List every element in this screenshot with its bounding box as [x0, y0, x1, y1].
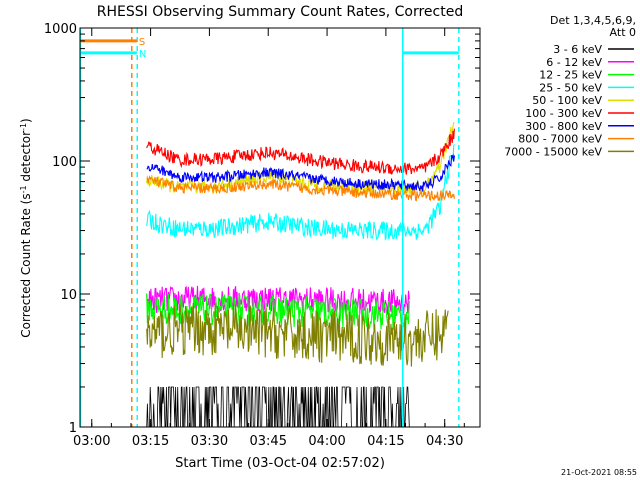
series-line-6: [146, 128, 455, 175]
legend-label-1: 3 - 6 keV: [553, 43, 602, 56]
y-tick-label-4: 1000: [44, 22, 77, 37]
legend-label-2: 6 - 12 keV: [546, 56, 602, 69]
y-tick-label-2: 10: [60, 288, 77, 303]
series-line-1: [146, 386, 410, 428]
legend-header-2: Att 0: [610, 26, 636, 39]
x-tick-label-5: 04:00: [308, 434, 345, 449]
y-tick-label-1: 1: [69, 421, 77, 436]
status-label-s: S: [139, 37, 145, 48]
legend-label-5: 50 - 100 keV: [532, 94, 602, 107]
axes-layer: 03:00 03:15 03:30 03:45 04:00 04:15 04:30 1 10 10…: [44, 22, 480, 449]
x-tick-label-1: 03:00: [73, 434, 110, 449]
x-axis-label: Start Time (03-Oct-04 02:57:02): [175, 456, 385, 471]
legend-label-6: 100 - 300 keV: [525, 107, 602, 120]
x-tick-label-3: 03:30: [191, 434, 228, 449]
x-tick-label-7: 04:30: [426, 434, 463, 449]
x-tick-label-2: 03:15: [132, 434, 169, 449]
series-layer: [146, 121, 455, 428]
series-line-3: [146, 293, 410, 331]
legend-header-1: Det 1,3,4,5,6,9,: [550, 14, 636, 27]
x-tick-label-4: 03:45: [250, 434, 287, 449]
y-axis-label: Corrected Count Rate (s-1 detector-1): [19, 118, 34, 337]
legend-label-3: 12 - 25 keV: [539, 69, 602, 82]
status-label-n: N: [139, 49, 146, 60]
y-tick-label-3: 100: [52, 155, 77, 170]
legend-label-7: 300 - 800 keV: [525, 120, 602, 133]
legend-label-9: 7000 - 15000 keV: [504, 145, 602, 158]
vertical-lines-layer: SN: [79, 28, 460, 427]
x-tick-label-6: 04:15: [367, 434, 404, 449]
plot-frame: [79, 27, 481, 428]
legend-label-8: 800 - 7000 keV: [518, 133, 602, 146]
chart-title: RHESSI Observing Summary Count Rates, Co…: [97, 4, 463, 20]
footer-timestamp: 21-Oct-2021 08:55: [561, 468, 637, 477]
legend-label-4: 25 - 50 keV: [539, 81, 602, 94]
series-line-9: [146, 302, 449, 367]
